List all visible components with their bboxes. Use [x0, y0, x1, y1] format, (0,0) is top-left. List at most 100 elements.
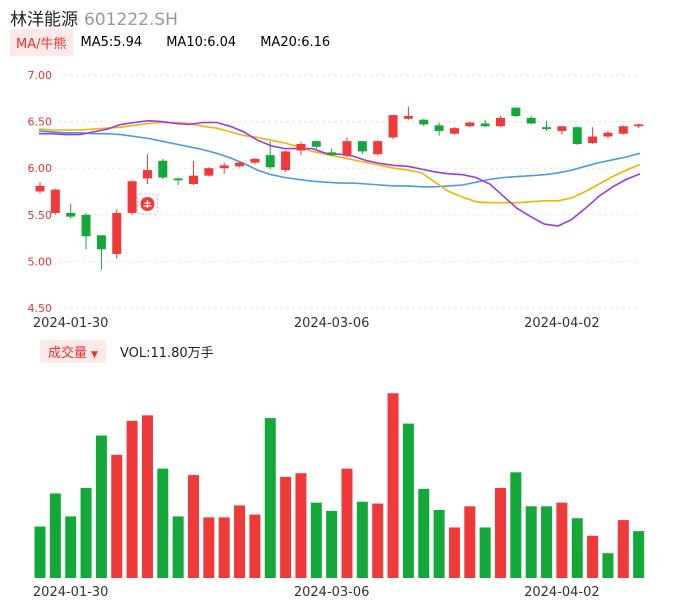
- candle: [327, 148, 337, 157]
- candle: [127, 180, 137, 215]
- ma5-line: [39, 119, 641, 227]
- y-tick-label: 5.00: [28, 255, 53, 268]
- volume-legend: 成交量 ▼ VOL:11.80万手: [40, 339, 214, 363]
- volume-bar: [556, 502, 568, 578]
- candle-body: [557, 126, 567, 131]
- volume-bar: [433, 509, 445, 578]
- volume-bar: [464, 506, 476, 578]
- candle-body: [603, 132, 613, 137]
- volume-bar: [633, 531, 645, 578]
- volume-bar: [126, 420, 138, 578]
- volume-bar: [372, 503, 384, 578]
- candle: [189, 160, 198, 185]
- x-tick-label: 2024-01-30: [33, 316, 109, 331]
- candle: [112, 209, 122, 259]
- volume-indicator-select[interactable]: 成交量 ▼: [40, 339, 106, 363]
- volume-bar: [218, 517, 230, 578]
- candle-body: [511, 107, 521, 117]
- volume-bar: [188, 475, 199, 578]
- candle: [557, 126, 567, 135]
- candle-body: [189, 175, 198, 185]
- volume-bar: [525, 506, 537, 578]
- candle: [511, 107, 521, 117]
- caret-down-icon: ▼: [91, 349, 98, 360]
- candle-body: [572, 127, 582, 144]
- volume-value: VOL:11.80万手: [119, 345, 214, 361]
- candle: [357, 141, 367, 155]
- candle-body: [634, 124, 644, 127]
- candle-body: [66, 212, 76, 217]
- stock-code: 601222.SH: [84, 10, 178, 30]
- volume-bar: [356, 501, 368, 578]
- ma-legend: MA/牛熊 MA5:5.94 MA10:6.04 MA20:6.16: [10, 28, 354, 56]
- candle-body: [342, 141, 352, 156]
- x-tick-label: 2024-03-06: [294, 316, 370, 331]
- candle: [66, 203, 76, 219]
- candle-body: [142, 170, 152, 179]
- candle-body: [127, 181, 137, 213]
- volume-bar: [172, 516, 184, 578]
- volume-bar: [310, 502, 322, 578]
- candle-body: [81, 214, 91, 237]
- candle-body: [480, 123, 490, 127]
- candle-body: [542, 127, 552, 130]
- candle-body: [265, 155, 275, 168]
- volume-bar: [295, 473, 307, 578]
- candle-body: [96, 235, 106, 250]
- volume-bar: [111, 454, 123, 578]
- candle: [35, 182, 45, 194]
- candle-body: [250, 158, 260, 163]
- ma10-legend: MA10:6.04: [166, 34, 237, 50]
- candle: [572, 126, 582, 145]
- candle: [204, 167, 214, 177]
- candle: [281, 150, 291, 172]
- y-tick-label: 4.50: [28, 302, 53, 315]
- candle: [81, 212, 91, 250]
- candle-body: [173, 178, 183, 181]
- candle-body: [158, 160, 168, 178]
- volume-bar: [418, 488, 430, 578]
- volume-bar: [34, 526, 46, 578]
- candle-body: [434, 125, 444, 131]
- volume-bar: [387, 393, 399, 578]
- y-tick-label: 7.00: [28, 69, 53, 82]
- candle-body: [526, 117, 536, 124]
- ma10-line: [38, 121, 641, 204]
- ma-bull-bear-tag[interactable]: MA/牛熊: [10, 28, 73, 56]
- bull-icon: [136, 193, 158, 215]
- candle: [173, 177, 183, 185]
- volume-bar: [341, 468, 353, 578]
- stock-title: 林洋能源 601222.SH: [10, 5, 178, 30]
- candle-body: [357, 141, 367, 152]
- candle: [588, 127, 598, 144]
- volume-bar: [602, 553, 614, 578]
- ma20-line: [38, 130, 641, 188]
- volume-bar: [510, 472, 522, 578]
- volume-bar: [203, 517, 215, 578]
- candle-body: [219, 165, 229, 169]
- candle: [403, 106, 413, 120]
- x-tick-label: 2024-04-02: [524, 316, 600, 331]
- stock-name: 林洋能源: [10, 10, 78, 30]
- volume-bar: [571, 518, 583, 578]
- volume-bar: [234, 505, 246, 578]
- candle: [250, 157, 260, 165]
- candle-body: [618, 126, 628, 134]
- candle-body: [204, 168, 214, 176]
- candle: [496, 116, 505, 128]
- candle-body: [235, 162, 245, 167]
- volume-bar: [249, 514, 261, 578]
- candle-body: [311, 141, 321, 147]
- y-tick-label: 5.50: [28, 209, 53, 222]
- candle: [526, 116, 536, 125]
- candle-body: [327, 152, 337, 156]
- candle: [480, 119, 490, 128]
- candle: [388, 115, 398, 140]
- candle: [342, 137, 352, 158]
- candle: [603, 130, 613, 139]
- candle-body: [281, 151, 291, 171]
- volume-bar: [80, 487, 92, 578]
- volume-bar: [402, 423, 414, 578]
- candle-body: [449, 128, 459, 134]
